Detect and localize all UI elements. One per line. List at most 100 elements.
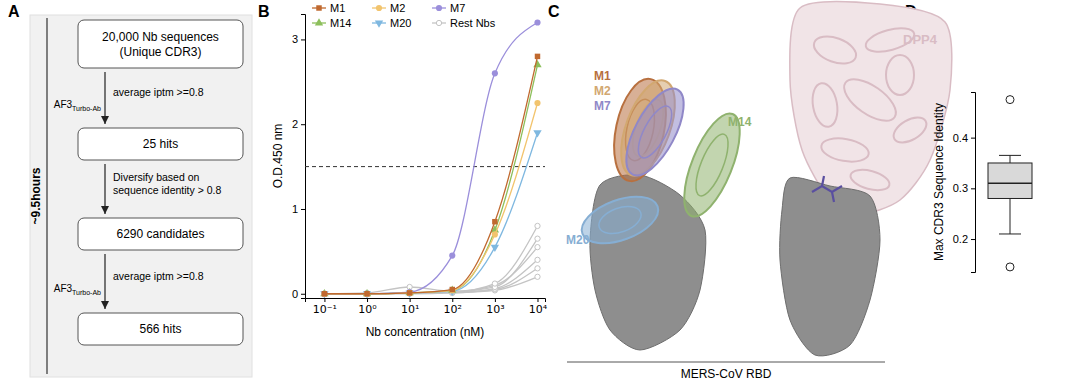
tool-subscript: Turbo-Ab [72, 105, 101, 112]
tick-label: 0.3 [953, 182, 968, 194]
data-point [534, 100, 540, 106]
tick-group: 0.4 [953, 132, 975, 144]
data-point [407, 290, 412, 295]
data-point [407, 291, 412, 296]
whisker-cap [999, 155, 1021, 156]
data-point [535, 266, 540, 271]
data-point [322, 291, 327, 296]
tick [971, 138, 975, 139]
tick-group: 10⁻¹ [313, 298, 337, 316]
data-point [491, 245, 499, 252]
arrow-text: Diversify based on [113, 171, 200, 183]
axis-line [301, 15, 306, 299]
data-point [533, 130, 541, 137]
data-point [364, 291, 370, 297]
outlier [1006, 263, 1014, 271]
tick-group: 10⁰ [358, 298, 377, 316]
data-point [492, 70, 498, 76]
panel-label: C [548, 3, 560, 20]
antigen-bracket [567, 362, 885, 363]
panel-background [30, 15, 252, 377]
series-line [324, 56, 537, 293]
y-axis-title: O.D.450 nm [271, 124, 285, 189]
tick [301, 124, 305, 125]
data-point [364, 291, 369, 296]
threshold-line [305, 166, 545, 167]
receptor-ribbon [886, 55, 914, 95]
tick-group: 1 [292, 203, 305, 215]
data-point [321, 291, 327, 297]
panel-b: 10⁻¹10⁰10¹10²10³10⁴0123Nb concentration … [271, 2, 548, 339]
tool-name: AF3 [54, 283, 73, 294]
series [321, 19, 540, 296]
whisker-cap [999, 233, 1021, 234]
tick [301, 294, 305, 295]
legend-label: Rest Nbs [450, 17, 496, 29]
data-point [363, 291, 371, 298]
series [320, 130, 541, 298]
whisker [1010, 155, 1011, 163]
legend-item: M14 [312, 17, 351, 29]
legend-marker [316, 5, 321, 10]
legend-item: M2 [372, 2, 405, 14]
box [988, 163, 1032, 198]
data-point [322, 291, 327, 296]
tick [452, 298, 453, 302]
step-text: 6290 candidates [116, 227, 204, 241]
y-axis: 0.2 0.3 0.4 [953, 93, 976, 273]
nanobody-shape [673, 107, 751, 224]
data-point [322, 291, 327, 296]
data-point [533, 60, 541, 67]
legend: M1M2M7M14M20Rest Nbs [312, 2, 496, 29]
step-arrow [104, 254, 105, 309]
data-point [535, 223, 540, 228]
data-point [450, 287, 455, 292]
arrow-text: sequence identity > 0.8 [113, 184, 221, 196]
nanobody-ribbon [689, 130, 734, 199]
legend-marker [375, 21, 383, 28]
data-point [449, 287, 455, 293]
data-point [407, 290, 412, 295]
tick-group: 0.2 [953, 233, 975, 245]
step-text: 25 hits [143, 137, 178, 151]
legend-marker [436, 5, 442, 11]
nanobody-shape [615, 80, 695, 184]
tick-label: 10⁰ [358, 303, 377, 316]
tick-group: 10³ [486, 298, 504, 316]
data-point [322, 291, 327, 296]
step-box [78, 218, 243, 250]
outlier [1006, 96, 1014, 104]
data-point [492, 281, 497, 286]
legend-item: Rest Nbs [432, 17, 496, 29]
tick [971, 188, 975, 189]
tick-label: 0.2 [953, 233, 968, 245]
legend-item: M20 [372, 17, 411, 29]
receptor-ribbon [889, 112, 930, 147]
tick-group: 0.3 [953, 182, 975, 194]
nanobody-label: M7 [594, 99, 611, 113]
data-point [535, 236, 540, 241]
data-point [320, 289, 328, 296]
step-box [78, 20, 243, 68]
legend-item: M1 [312, 2, 345, 14]
data-point [407, 289, 413, 295]
step-text: 566 hits [139, 322, 181, 336]
data-point [322, 291, 327, 296]
tick-group: 10¹ [401, 298, 419, 316]
duration-label: ~9.5hours [29, 167, 43, 224]
series [322, 223, 540, 296]
tick-group: 2 [292, 118, 305, 130]
whisker [1010, 198, 1011, 233]
nanobody-label: M14 [728, 115, 752, 129]
series [322, 257, 540, 296]
data-point [534, 19, 540, 25]
series [322, 236, 540, 296]
data-point [364, 291, 369, 296]
tick-label: 10¹ [401, 303, 419, 316]
nanobody-label: M2 [594, 84, 611, 98]
panel-c: M1M2M7M14M20DPP4MERS-CoV RBD [566, 1, 952, 381]
step-box [78, 313, 243, 345]
tick [971, 239, 975, 240]
tick-label: 10² [444, 303, 462, 316]
data-point [407, 290, 412, 295]
